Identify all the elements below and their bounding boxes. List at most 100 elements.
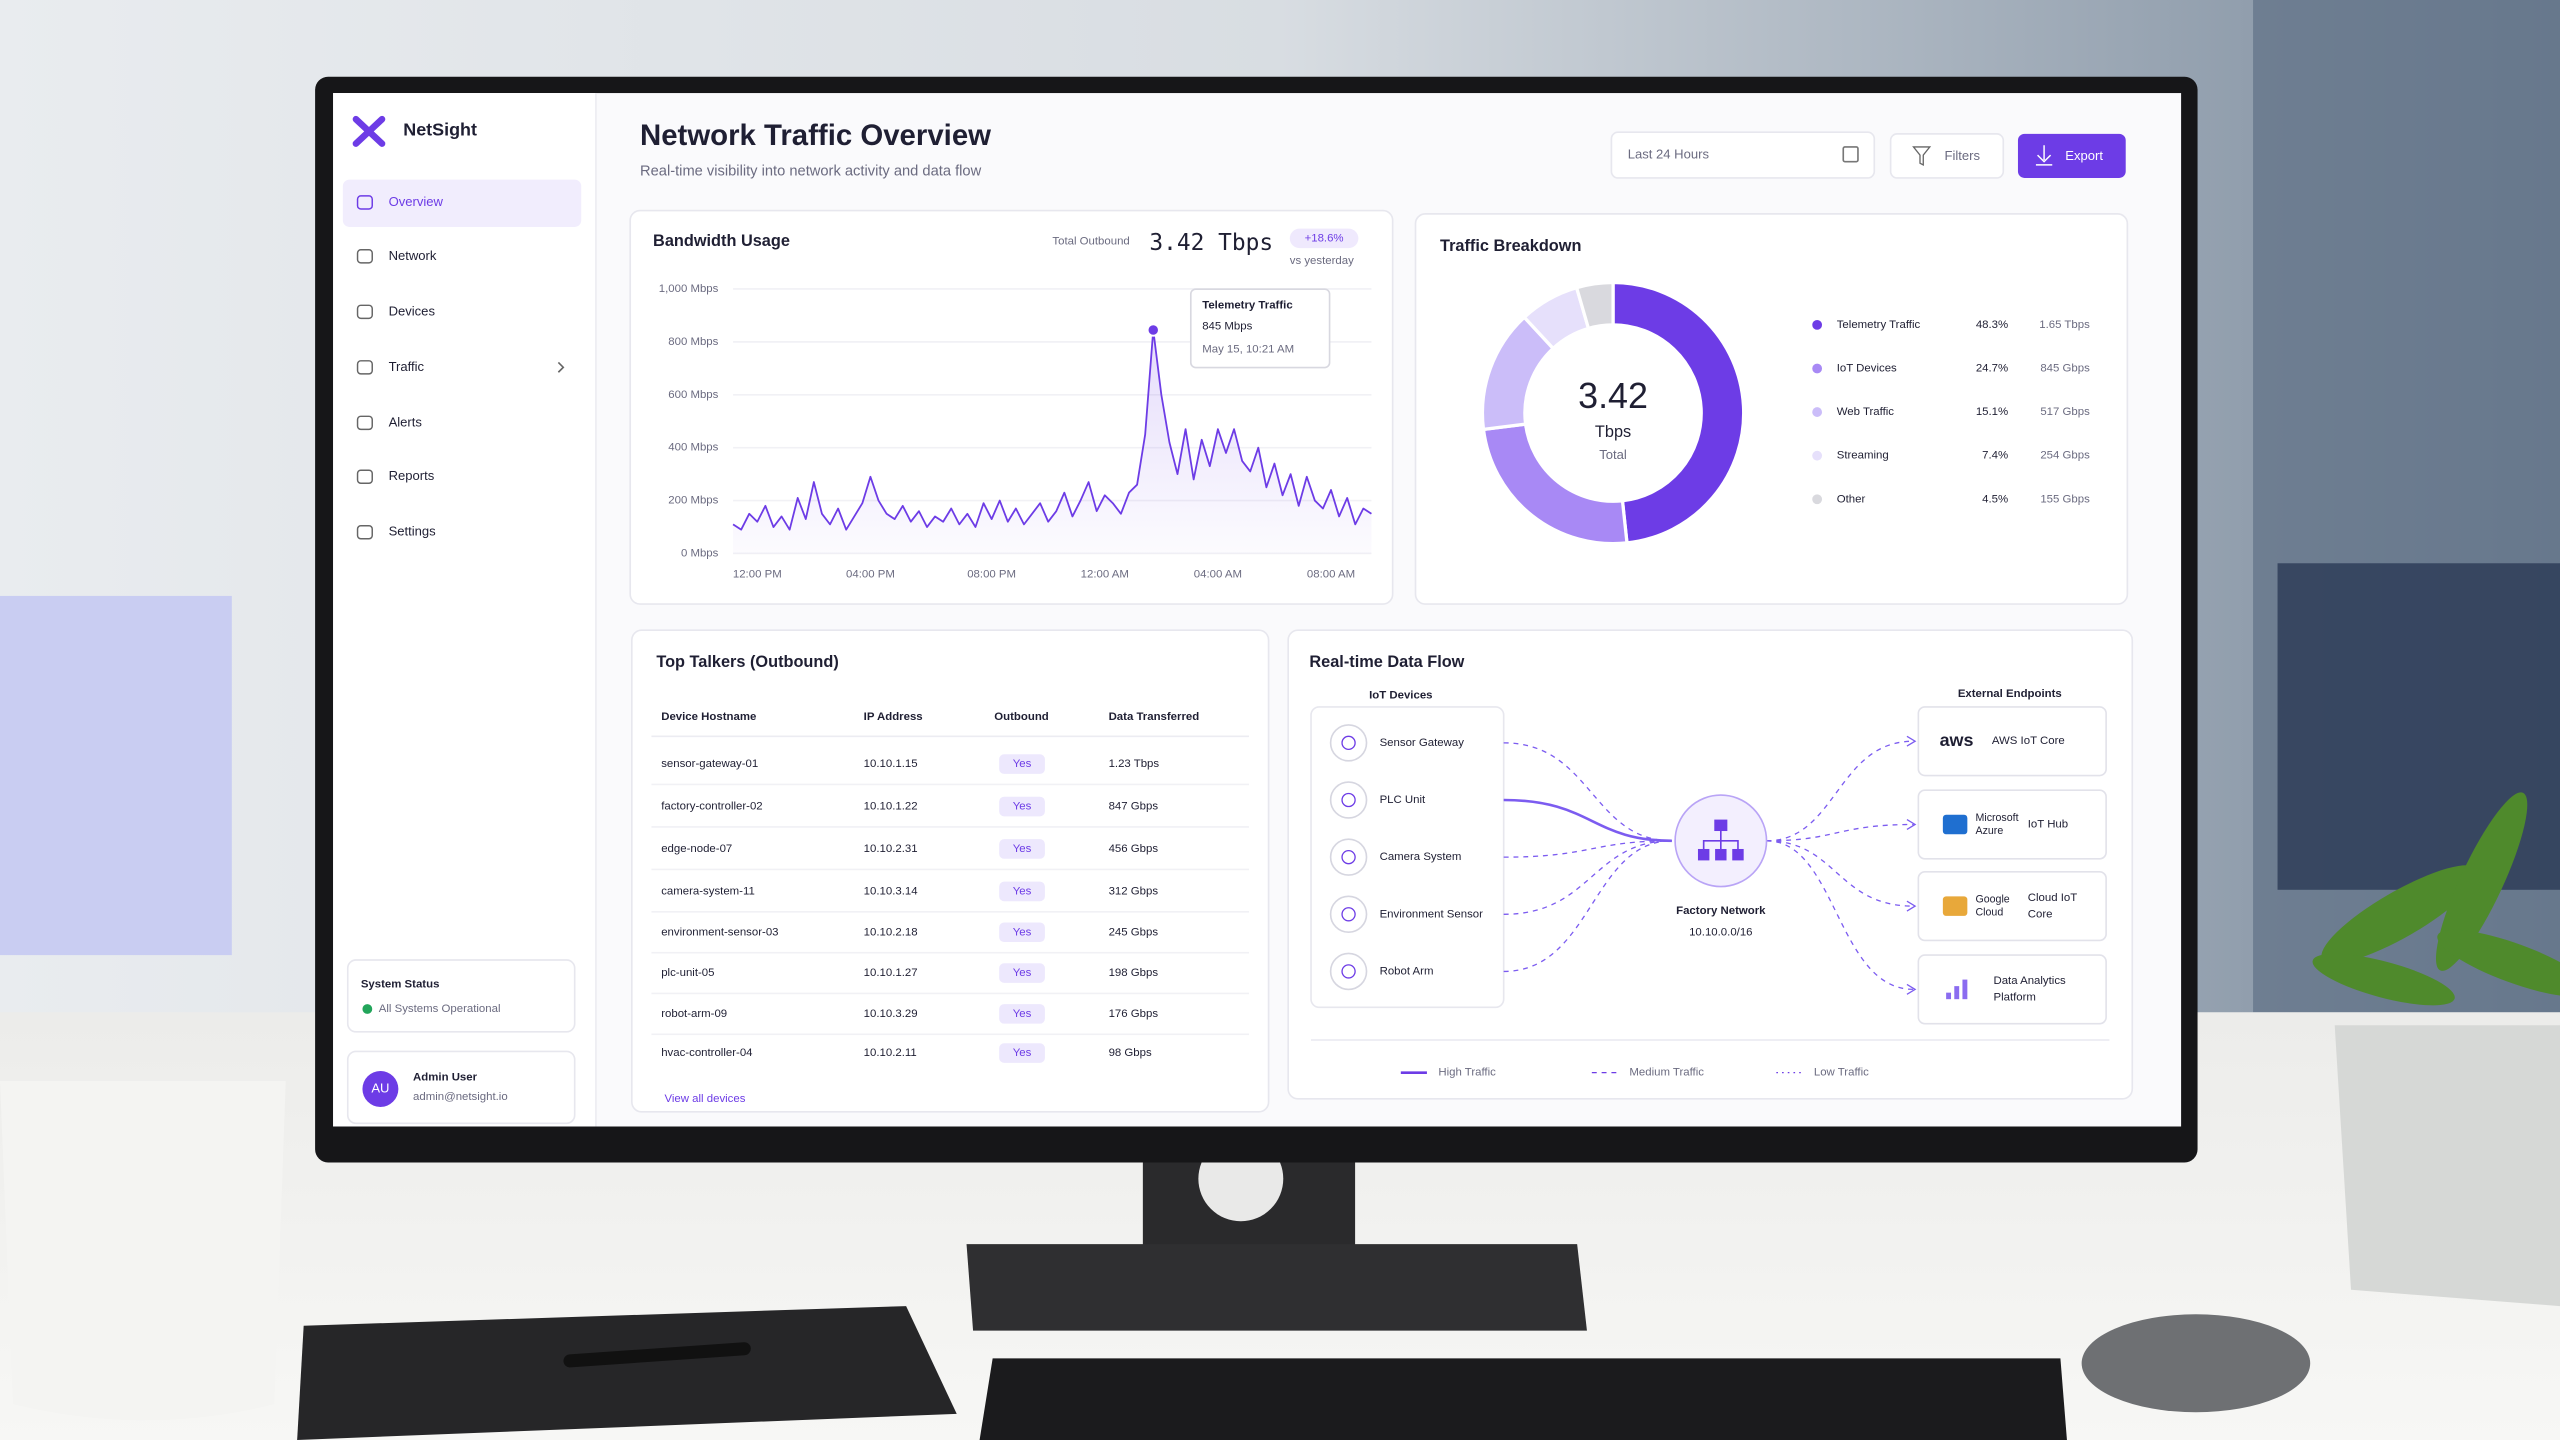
legend-percent: 48.3% — [1976, 319, 2008, 331]
nav-item[interactable]: Alerts — [389, 414, 423, 429]
table-cell: plc-unit-05 — [661, 967, 714, 979]
endpoint-box — [1917, 871, 2107, 942]
table-cell: Yes — [1013, 967, 1032, 979]
device-icon — [1329, 781, 1368, 819]
outbound-pill — [999, 754, 1045, 774]
table-cell: 10.10.1.15 — [864, 758, 918, 770]
export-text: Export — [2065, 148, 2103, 163]
status-dot — [362, 1004, 373, 1014]
table-cell: edge-node-07 — [661, 843, 732, 855]
table-cell: sensor-gateway-01 — [661, 758, 758, 770]
endpoint-logo: Google — [1976, 893, 2010, 905]
device-icon — [1329, 952, 1368, 991]
user-email: admin@netsight.io — [413, 1091, 508, 1103]
table-cell: 176 Gbps — [1109, 1008, 1159, 1020]
endpoint-name: Data Analytics — [1993, 975, 2066, 987]
date-range[interactable] — [1610, 131, 1876, 179]
nav-item[interactable]: Devices — [389, 303, 436, 318]
card-title: Real-time Data Flow — [1309, 653, 1464, 671]
flow-link — [1503, 742, 1672, 842]
legend-label: Telemetry Traffic — [1837, 319, 1921, 331]
arrowhead — [1906, 900, 1917, 912]
y-tick-label: 0 Mbps — [681, 547, 719, 559]
endpoint-logo: Cloud — [1976, 906, 2004, 918]
flow-link — [1503, 798, 1672, 843]
status-card — [346, 959, 576, 1033]
donut-center-label: Total — [1599, 447, 1627, 462]
outbound-pill — [999, 1004, 1045, 1024]
table-cell: robot-arm-09 — [661, 1008, 727, 1020]
endpoint-name: Platform — [1993, 992, 2035, 1004]
device-name: Environment Sensor — [1380, 908, 1484, 920]
table-cell: Yes — [1013, 885, 1032, 897]
arrowhead — [1906, 735, 1917, 747]
tooltip-time: May 15, 10:21 AM — [1202, 344, 1294, 356]
table-cell: 10.10.2.31 — [864, 843, 918, 855]
table-cell: 456 Gbps — [1109, 843, 1159, 855]
legend-amount: 517 Gbps — [2040, 406, 2090, 418]
legend-amount: 845 Gbps — [2040, 363, 2090, 375]
table-cell: 10.10.2.11 — [864, 1047, 917, 1059]
table-cell: Yes — [1013, 1008, 1032, 1020]
endpoint-name: Cloud IoT — [2028, 892, 2077, 904]
pen — [563, 1342, 751, 1368]
legend-percent: 24.7% — [1976, 363, 2008, 375]
view-all-link[interactable]: View all devices — [664, 1093, 745, 1105]
donut-slice — [1611, 280, 1746, 545]
table-cell: 245 Gbps — [1109, 926, 1159, 938]
tooltip-value: 845 Mbps — [1202, 321, 1252, 333]
legend-amount: 155 Gbps — [2040, 493, 2090, 505]
nav-item[interactable]: Traffic — [389, 359, 425, 374]
device-name: Camera System — [1380, 851, 1462, 863]
legend-label: Medium Traffic — [1629, 1067, 1704, 1079]
flow-link — [1766, 823, 1914, 842]
plant-pot — [2334, 1025, 2560, 1307]
nav-icon — [356, 304, 373, 320]
arrowhead — [1906, 983, 1917, 995]
column-header: Outbound — [994, 711, 1049, 723]
avatar-initials: AU — [371, 1080, 389, 1095]
user-name: Admin User — [413, 1072, 478, 1084]
plant — [2312, 792, 2560, 1006]
card-title: Traffic Breakdown — [1440, 237, 1581, 255]
nav-item[interactable]: Overview — [389, 194, 444, 209]
nav-chevron — [557, 361, 565, 373]
table-cell: 10.10.2.18 — [864, 926, 918, 938]
nav-icon — [356, 469, 373, 484]
nav-icon — [356, 360, 373, 375]
page-title: Network Traffic Overview — [640, 119, 991, 152]
status-text: All Systems Operational — [379, 1003, 501, 1015]
filters-text: Filters — [1944, 148, 1980, 163]
flow-diagram: Sensor Gateway PLC Unit Camera System Envir… — [1329, 706, 2107, 1079]
user-card[interactable] — [346, 1050, 576, 1125]
table-cell: 198 Gbps — [1109, 967, 1159, 979]
export-icon — [2035, 145, 2053, 166]
outbound-pill — [999, 922, 1045, 943]
export-button[interactable] — [2017, 133, 2126, 178]
table-cell: Yes — [1013, 801, 1032, 813]
table-cell: hvac-controller-04 — [661, 1047, 753, 1059]
y-tick-label: 1,000 Mbps — [659, 283, 719, 295]
device-name: Sensor Gateway — [1380, 737, 1465, 749]
legend-label: Other — [1837, 493, 1866, 505]
nav-item[interactable]: Settings — [389, 524, 437, 539]
nav-item[interactable]: Reports — [389, 468, 435, 483]
y-tick-label: 400 Mbps — [668, 442, 718, 454]
device-glyph — [1341, 907, 1356, 922]
brand: NetSight — [403, 119, 477, 139]
date-range-text: Last 24 Hours — [1628, 147, 1710, 162]
nav-item[interactable]: Network — [389, 248, 437, 263]
avatar — [362, 1071, 399, 1107]
donut-center-value: 3.42 — [1578, 375, 1648, 416]
table-cell: 10.10.1.22 — [864, 801, 918, 813]
column-header: IP Address — [864, 711, 923, 723]
talkers-table: Device Hostname IP Address Outbound Data Tr… — [651, 711, 1249, 1063]
table-cell: 312 Gbps — [1109, 885, 1159, 897]
filters-button[interactable] — [1889, 133, 2005, 179]
talkers-card — [631, 629, 1270, 1113]
outbound-pill — [999, 881, 1045, 902]
donut-center-unit: Tbps — [1595, 423, 1631, 441]
table-cell: 10.10.3.14 — [864, 885, 919, 897]
legend-label: Streaming — [1837, 450, 1889, 462]
table-cell: Yes — [1013, 1047, 1032, 1059]
